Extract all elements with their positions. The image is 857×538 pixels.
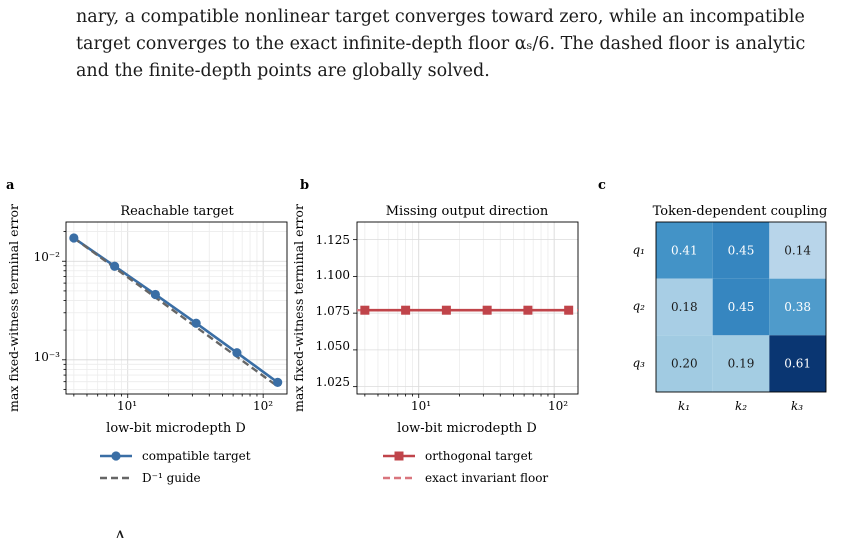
heatmap-cell-label: 0.18 (671, 300, 698, 314)
col-label-k1: k₁ (678, 399, 690, 413)
panel-c-heatmap: 0.41 0.45 0.14 0.18 0.45 0.38 0.20 0.19 0.61 (656, 222, 826, 392)
heatmap-cell (712, 278, 770, 336)
heatmap-cell (712, 222, 770, 279)
heatmap-cell (656, 335, 713, 392)
panel-a-grid (66, 222, 287, 394)
col-label-k3: k₃ (791, 399, 803, 413)
figure-caption: nary, a compatible nonlinear target conv… (76, 4, 836, 85)
heatmap-cell (769, 278, 826, 336)
row-label-q1: q₁ (633, 243, 646, 257)
panel-b-ylabel: max fixed-witness terminal error (291, 204, 306, 412)
orthogonal-target-point (401, 305, 411, 315)
panel-b-frame (356, 221, 579, 395)
panel-a-letter: a (6, 178, 15, 193)
panel-a-ytick-1: 10⁻² (34, 250, 61, 264)
compatible-target-line (73, 236, 279, 384)
panel-c-title: Token-dependent coupling (653, 204, 828, 219)
panel-b-letter: b (300, 178, 309, 193)
heatmap-cell-label: 0.45 (728, 300, 755, 314)
heatmap-cell (769, 222, 826, 279)
panel-a-plot (69, 233, 283, 388)
panel-b-ytick-5: 1.125 (316, 233, 350, 247)
panel-b-xlabel: low-bit microdepth D (397, 421, 537, 436)
heatmap-cell-label: 0.41 (671, 243, 698, 257)
legend-orthogonal-label: orthogonal target (425, 449, 533, 463)
caption-line-3: and the finite-depth points are globally… (76, 61, 490, 81)
heatmap-cell (712, 335, 770, 392)
orthogonal-target-point (441, 305, 451, 315)
panel-b-ticks (353, 239, 555, 398)
panel-b-ytick-3: 1.075 (316, 304, 350, 318)
row-label-q2: q₂ (633, 299, 646, 313)
heatmap-cell (769, 335, 826, 392)
panel-c-frame (655, 221, 827, 393)
panel-c-letter: c (598, 178, 606, 193)
legend-compatible-label: compatible target (142, 449, 251, 463)
heatmap-cell (656, 278, 713, 336)
panel-b: b Missing output direction 1.025 1.050 1… (291, 178, 579, 485)
legend-guide-label: D⁻¹ guide (142, 471, 201, 485)
heatmap-cell-label: 0.61 (784, 357, 811, 371)
panel-b-ytick-1: 1.025 (316, 375, 350, 389)
panel-a-xlabel: low-bit microdepth D (106, 421, 246, 436)
panel-a-title: Reachable target (120, 204, 234, 219)
panel-a-legend: compatible target D⁻¹ guide (100, 449, 251, 485)
compatible-target-point (232, 348, 242, 358)
legend-compatible-marker (111, 451, 121, 461)
compatible-target-point (69, 233, 79, 243)
orthogonal-target-point (523, 305, 533, 315)
panel-b-legend: orthogonal target exact invariant floor (383, 449, 548, 485)
panel-a: a Reachable target 10⁻² 10⁻³ 10¹ 10² low… (6, 178, 288, 485)
compatible-target-point (110, 261, 120, 271)
next-paragraph-fragment: A ...... (76, 520, 836, 538)
panel-b-grid (357, 222, 578, 394)
panel-a-ylabel: max fixed-witness terminal error (6, 204, 21, 412)
heatmap-cell-label: 0.38 (784, 300, 811, 314)
panel-b-ytick-2: 1.050 (316, 339, 350, 353)
panel-b-ytick-4: 1.100 (316, 268, 350, 282)
col-label-k2: k₂ (735, 399, 747, 413)
compatible-target-point (150, 289, 160, 300)
panel-b-xtick-1: 10¹ (411, 399, 431, 413)
orthogonal-target-point (564, 305, 574, 315)
heatmap-cell-label: 0.20 (671, 357, 698, 371)
heatmap-cell-label: 0.19 (728, 357, 755, 371)
fragment-letter: A (114, 528, 127, 538)
panel-a-frame (65, 221, 288, 395)
panel-c: c Token-dependent coupling 0.41 0.45 0.140… (598, 178, 827, 413)
legend-floor-label: exact invariant floor (425, 471, 548, 485)
orthogonal-target-point (360, 305, 370, 315)
caption-line-2: target converges to the exact infinite-d… (76, 34, 806, 54)
guide-line (73, 237, 279, 388)
panel-b-plot (357, 305, 578, 315)
heatmap-cell (656, 222, 713, 279)
heatmap-cell-label: 0.14 (784, 243, 811, 257)
fragment-word-1: ...... (150, 528, 183, 538)
heatmap-cell-label: 0.45 (728, 243, 755, 257)
caption-line-1: nary, a compatible nonlinear target conv… (76, 7, 805, 27)
compatible-target-point (191, 318, 201, 328)
panel-b-xtick-2: 10² (548, 399, 568, 413)
legend-orthogonal-marker (394, 451, 404, 461)
compatible-target-point (273, 377, 283, 388)
panel-b-title: Missing output direction (386, 204, 549, 219)
panel-a-xtick-1: 10¹ (117, 399, 137, 413)
panel-a-ytick-2: 10⁻³ (34, 350, 61, 364)
orthogonal-target-point (482, 305, 492, 315)
panel-a-xtick-2: 10² (253, 399, 273, 413)
panel-a-ticks (62, 231, 264, 398)
row-label-q3: q₃ (633, 356, 646, 370)
